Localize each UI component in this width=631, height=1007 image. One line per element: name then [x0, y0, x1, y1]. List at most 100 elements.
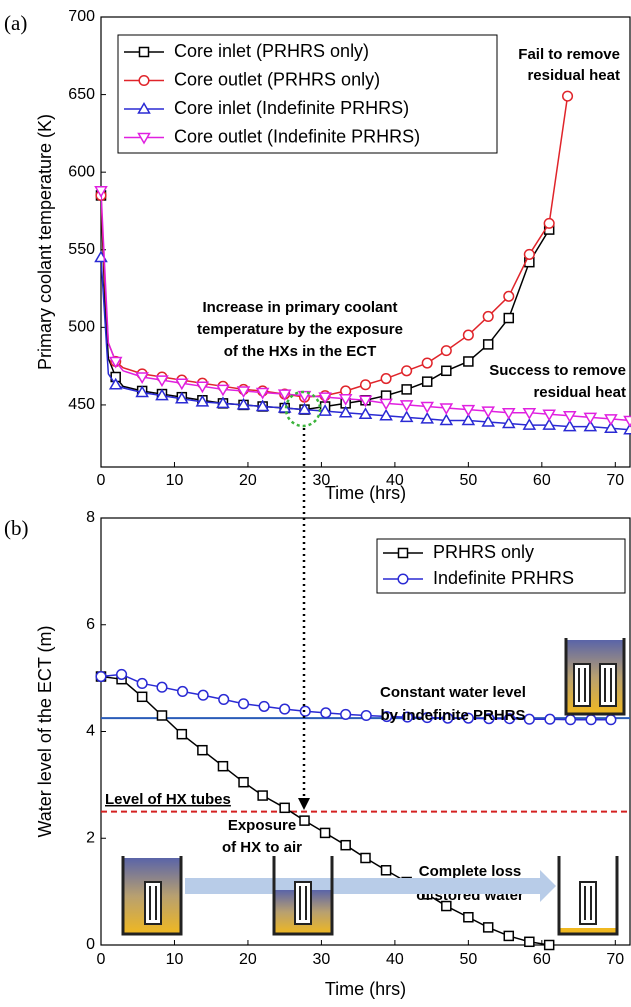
marker [156, 681, 168, 693]
marker [623, 422, 631, 435]
annotation: by indefinite PRHRS [380, 707, 525, 724]
legend-label: Core outlet (Indefinite PRHRS) [174, 126, 420, 146]
marker [379, 398, 393, 411]
x-tick-label: 40 [386, 951, 404, 968]
marker [320, 707, 332, 719]
marker [255, 399, 270, 412]
y-axis-label: Primary coolant temperature (K) [35, 114, 55, 370]
marker [277, 401, 292, 413]
marker [562, 411, 577, 423]
annotation: Success to remove [489, 362, 626, 379]
marker [564, 714, 577, 726]
marker [94, 186, 108, 198]
marker [503, 290, 515, 302]
marker [399, 410, 414, 423]
marker [439, 413, 454, 426]
marker [523, 248, 535, 260]
marker [583, 419, 598, 432]
y-tick-label: 4 [86, 723, 95, 740]
marker [441, 900, 452, 912]
x-tick-label: 10 [166, 951, 184, 968]
marker [562, 419, 577, 432]
x-tick-label: 60 [533, 472, 551, 489]
marker [338, 405, 353, 418]
marker [380, 373, 392, 385]
x-tick-label: 20 [239, 951, 257, 968]
marker [108, 356, 123, 369]
legend-label: PRHRS only [433, 542, 534, 562]
highlight-circle [284, 390, 322, 428]
marker [108, 377, 123, 390]
x-tick-label: 40 [386, 472, 404, 489]
marker [421, 357, 433, 369]
marker [319, 827, 331, 839]
marker [237, 698, 250, 710]
plot-frame [100, 16, 631, 468]
marker [522, 407, 537, 420]
marker [623, 415, 631, 428]
y-tick-label: 2 [86, 829, 95, 846]
y-tick-label: 700 [68, 8, 95, 25]
marker [277, 389, 292, 402]
marker [481, 406, 495, 419]
annotation: temperature by the exposure [197, 321, 403, 338]
marker [340, 708, 352, 720]
marker [421, 712, 433, 724]
marker [359, 379, 372, 391]
marker [503, 312, 515, 324]
marker [299, 705, 311, 717]
marker [462, 329, 474, 341]
marker [522, 418, 537, 430]
marker [297, 402, 312, 415]
x-axis-label: Time (hrs) [325, 483, 406, 503]
annotation: Complete loss [419, 863, 522, 880]
reference-label: Level of HX tubes [105, 791, 231, 808]
x-tick-label: 50 [459, 951, 477, 968]
marker [542, 409, 556, 422]
marker [175, 378, 189, 391]
legend-marker [397, 573, 409, 585]
legend-marker [138, 74, 150, 87]
legend-marker [137, 102, 151, 114]
marker [379, 408, 393, 421]
x-tick-label: 30 [313, 951, 331, 968]
x-tick-label: 70 [606, 472, 624, 489]
marker [463, 356, 474, 367]
tank-constant [564, 638, 626, 716]
marker [583, 412, 598, 425]
marker [604, 421, 618, 433]
legend-marker [138, 46, 150, 58]
marker [136, 677, 148, 690]
annotation: residual heat [533, 384, 626, 401]
marker [358, 407, 373, 419]
marker [461, 413, 476, 426]
marker [238, 776, 249, 788]
marker [175, 391, 189, 404]
marker [216, 384, 230, 397]
marker [360, 709, 372, 722]
annotation: Fail to remove [518, 46, 620, 63]
marker [482, 310, 494, 323]
marker [195, 394, 210, 407]
marker [421, 376, 433, 387]
marker [135, 385, 149, 398]
tank-full [121, 856, 183, 936]
marker [176, 728, 188, 740]
marker [561, 90, 574, 102]
annotation: residual heat [527, 67, 620, 84]
legend-label: Core inlet (Indefinite PRHRS) [174, 98, 409, 118]
marker [585, 714, 597, 726]
panel-label: (b) [4, 516, 29, 540]
series-line [101, 673, 611, 721]
marker [483, 713, 495, 725]
marker [299, 815, 310, 826]
marker [218, 693, 230, 706]
marker [177, 685, 189, 698]
legend-box [376, 538, 626, 594]
marker [605, 714, 617, 726]
x-axis-label: Time (hrs) [325, 979, 406, 999]
y-tick-label: 550 [68, 241, 95, 258]
legend-label: Core outlet (PRHRS only) [174, 69, 380, 89]
marker [482, 339, 494, 350]
